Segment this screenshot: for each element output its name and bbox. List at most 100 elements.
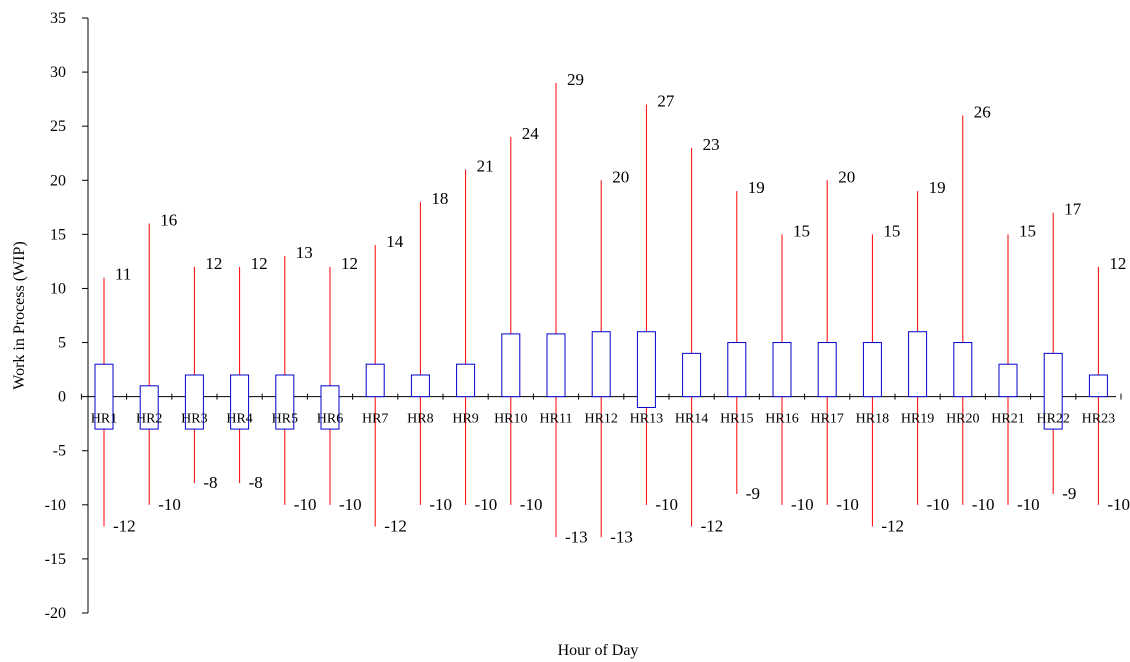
box-rect <box>456 363 476 398</box>
box-rect <box>682 352 702 398</box>
min-value-label: -10 <box>339 495 362 514</box>
category-label: HR6 <box>317 412 343 427</box>
box-rect <box>365 363 385 398</box>
box-rect <box>636 331 656 408</box>
max-value-label: 12 <box>251 254 268 273</box>
category-label: HR16 <box>765 412 798 427</box>
category-label: HR10 <box>494 412 527 427</box>
category-label: HR5 <box>272 412 298 427</box>
min-value-label: -10 <box>294 495 317 514</box>
box-rect <box>953 342 973 398</box>
y-tick-label: -10 <box>45 497 66 514</box>
max-value-label: 11 <box>115 265 131 284</box>
y-tick-label: 20 <box>50 172 66 189</box>
y-tick-label: 25 <box>50 118 66 135</box>
min-value-label: -9 <box>1062 484 1076 503</box>
category-label: HR8 <box>407 412 433 427</box>
min-value-label: -8 <box>203 473 217 492</box>
box-rect <box>862 342 882 398</box>
category-label: HR12 <box>584 412 617 427</box>
y-tick-label: 15 <box>50 226 66 243</box>
min-value-label: -10 <box>791 495 814 514</box>
category-label: HR22 <box>1036 412 1069 427</box>
y-tick-label: 30 <box>50 64 66 81</box>
category-label: HR9 <box>452 412 478 427</box>
min-value-label: -12 <box>113 516 136 535</box>
max-value-label: 16 <box>160 211 177 230</box>
category-label: HR19 <box>901 412 934 427</box>
y-tick-label: -20 <box>45 605 66 622</box>
min-value-label: -9 <box>746 484 760 503</box>
max-value-label: 17 <box>1064 200 1082 219</box>
box-rect <box>1088 374 1108 398</box>
y-tick-label: 5 <box>58 335 66 352</box>
min-value-label: -10 <box>836 495 859 514</box>
y-tick-label: 35 <box>50 10 66 27</box>
category-label: HR11 <box>540 412 573 427</box>
min-value-label: -13 <box>565 527 588 546</box>
max-value-label: 20 <box>838 167 855 186</box>
category-label: HR15 <box>720 412 753 427</box>
box-rect <box>320 385 340 430</box>
min-value-label: -10 <box>429 495 452 514</box>
category-label: HR2 <box>136 412 162 427</box>
category-label: HR7 <box>362 412 388 427</box>
y-axis-title: Work in Process (WIP) <box>11 241 28 389</box>
max-value-label: 14 <box>386 232 404 251</box>
box-rect <box>94 363 114 430</box>
box-rect <box>410 374 430 398</box>
max-value-label: 20 <box>612 167 629 186</box>
category-label: HR18 <box>856 412 889 427</box>
box-rect <box>230 374 250 430</box>
max-value-label: 23 <box>703 135 720 154</box>
max-value-label: 18 <box>431 189 448 208</box>
y-tick-label: -5 <box>53 443 66 460</box>
box-rect <box>772 342 792 398</box>
max-value-label: 29 <box>567 70 584 89</box>
category-label: HR17 <box>810 412 843 427</box>
max-value-label: 13 <box>296 243 313 262</box>
max-value-label: 12 <box>341 254 358 273</box>
y-tick-label: -15 <box>45 551 66 568</box>
category-label: HR20 <box>946 412 979 427</box>
min-value-label: -12 <box>701 516 724 535</box>
min-value-label: -12 <box>384 516 407 535</box>
max-value-label: 24 <box>522 124 540 143</box>
box-rect <box>998 363 1018 398</box>
max-value-label: 27 <box>657 92 675 111</box>
max-value-label: 26 <box>974 102 991 121</box>
min-value-label: -13 <box>610 527 633 546</box>
min-value-label: -10 <box>1017 495 1040 514</box>
min-value-label: -10 <box>520 495 543 514</box>
box-rect <box>546 333 566 398</box>
min-value-label: -10 <box>158 495 181 514</box>
min-value-label: -10 <box>927 495 950 514</box>
max-value-label: 19 <box>929 178 946 197</box>
x-axis-title: Hour of Day <box>558 642 639 659</box>
min-value-label: -12 <box>881 516 904 535</box>
box-rect <box>139 385 159 430</box>
box-rect <box>1043 352 1063 430</box>
category-label: HR3 <box>181 412 207 427</box>
box-rect <box>591 331 611 398</box>
category-label: HR1 <box>91 412 117 427</box>
max-value-label: 15 <box>883 221 900 240</box>
box-rect <box>817 342 837 398</box>
box-rect <box>727 342 747 398</box>
box-rect <box>184 374 204 430</box>
category-label: HR21 <box>991 412 1024 427</box>
category-label: HR23 <box>1082 412 1115 427</box>
box-rect <box>501 333 521 398</box>
min-value-label: -10 <box>1107 495 1130 514</box>
max-value-label: 15 <box>1019 221 1036 240</box>
max-value-label: 21 <box>477 156 494 175</box>
y-tick-label: 10 <box>50 280 66 297</box>
category-label: HR13 <box>630 412 663 427</box>
max-value-label: 15 <box>793 221 810 240</box>
y-tick-label: 0 <box>58 389 66 406</box>
min-value-label: -10 <box>475 495 498 514</box>
max-value-label: 19 <box>748 178 765 197</box>
min-value-label: -10 <box>972 495 995 514</box>
